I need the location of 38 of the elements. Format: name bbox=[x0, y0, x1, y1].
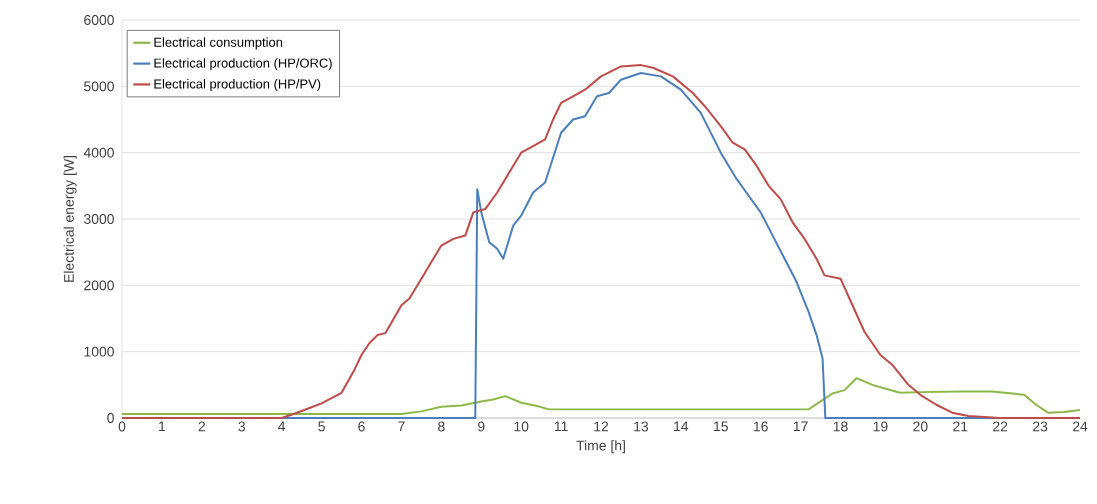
x-tick-label: 1 bbox=[159, 421, 166, 432]
x-tick-label: 0 bbox=[118, 421, 126, 432]
x-tick-label: 22 bbox=[993, 421, 1008, 432]
x-tick-label: 4 bbox=[278, 421, 286, 432]
legend-label: Electrical production (HP/ORC) bbox=[154, 58, 332, 71]
x-axis-title: Time [h] bbox=[576, 440, 625, 454]
y-tick-label: 6000 bbox=[84, 15, 114, 25]
x-tick-label: 3 bbox=[238, 421, 246, 432]
y-tick-label: 5000 bbox=[84, 81, 114, 92]
x-tick-label: 9 bbox=[478, 421, 485, 432]
x-tick-label: 15 bbox=[714, 421, 728, 432]
x-tick-label: 6 bbox=[358, 421, 365, 432]
x-tick-label: 7 bbox=[398, 421, 405, 432]
y-tick-label: 1000 bbox=[84, 346, 114, 357]
x-tick-label: 13 bbox=[634, 421, 649, 432]
x-tick-label: 14 bbox=[674, 421, 689, 432]
y-tick-label: 2000 bbox=[84, 280, 114, 291]
legend-label: Electrical production (HP/PV) bbox=[154, 79, 321, 92]
y-axis-title: Electrical energy [W] bbox=[63, 156, 77, 282]
x-tick-label: 19 bbox=[873, 421, 888, 432]
x-tick-label: 21 bbox=[953, 421, 968, 432]
x-tick-label: 5 bbox=[318, 421, 325, 432]
legend-label: Electrical consumption bbox=[154, 37, 283, 50]
x-tick-label: 16 bbox=[753, 421, 768, 432]
y-tick-label: 3000 bbox=[84, 214, 114, 224]
y-tick-label: 0 bbox=[107, 413, 114, 423]
x-tick-label: 23 bbox=[1033, 421, 1048, 432]
y-tick-label: 4000 bbox=[83, 147, 114, 158]
x-tick-label: 18 bbox=[833, 421, 848, 432]
x-tick-label: 12 bbox=[594, 421, 609, 432]
x-tick-label: 11 bbox=[554, 421, 568, 432]
line-series bbox=[121, 377, 1082, 416]
x-tick-label: 8 bbox=[438, 421, 445, 432]
x-tick-label: 10 bbox=[514, 421, 529, 432]
x-tick-label: 24 bbox=[1072, 421, 1088, 432]
x-tick-label: 2 bbox=[198, 421, 206, 432]
x-tick-label: 20 bbox=[913, 421, 928, 432]
x-tick-label: 17 bbox=[793, 421, 808, 432]
